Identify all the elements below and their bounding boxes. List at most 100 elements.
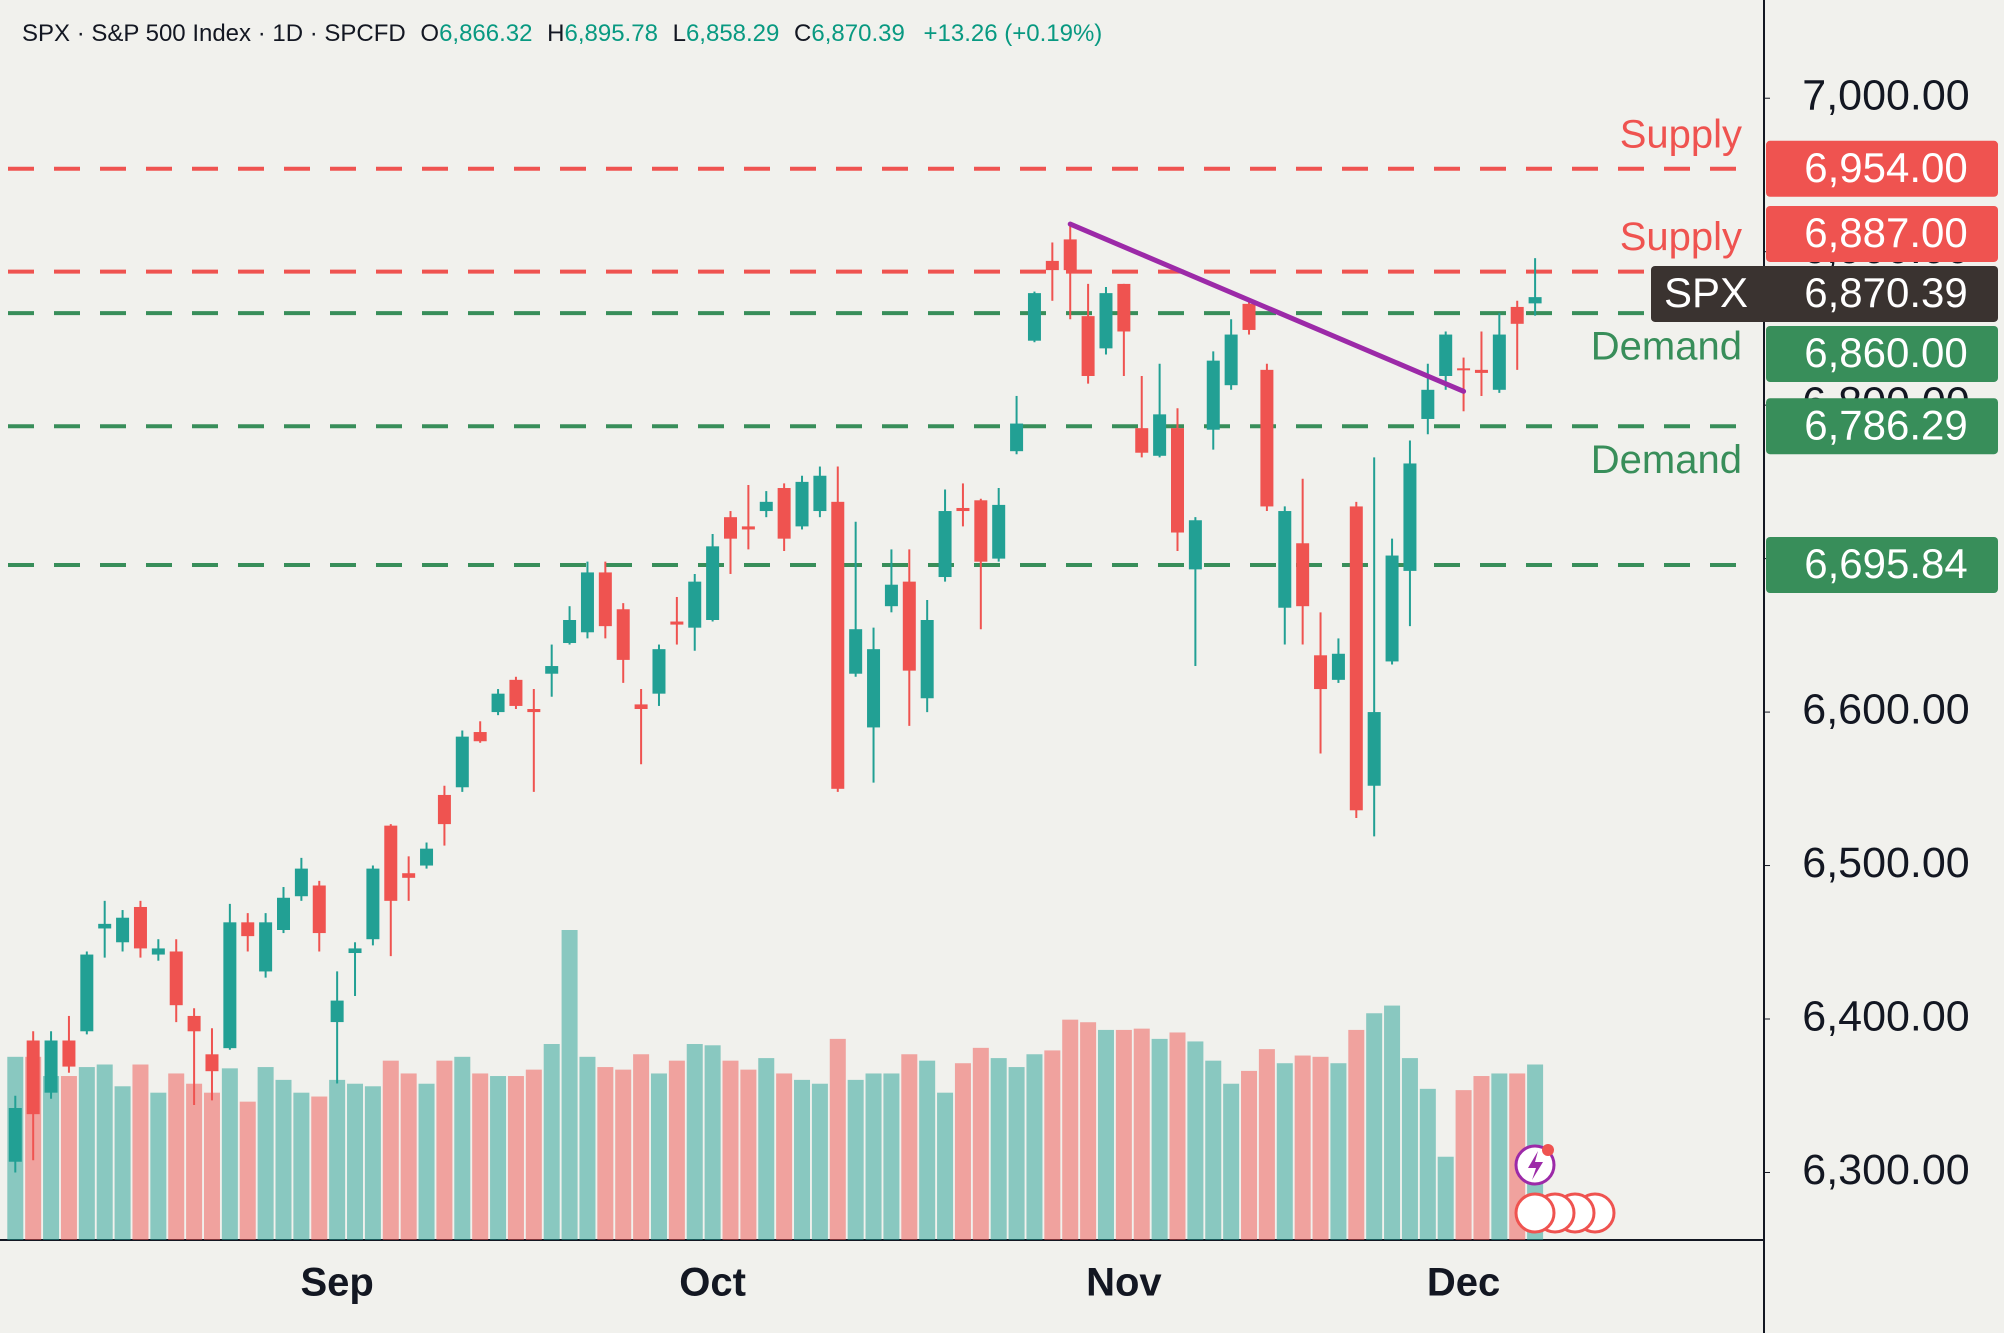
volume-bar — [776, 1073, 793, 1240]
trendline — [1067, 221, 1467, 394]
candle-body — [277, 897, 290, 930]
value: 6,870.39 — [811, 20, 904, 47]
event-dot — [1542, 1144, 1554, 1156]
price-tag: 6,887.00 — [1766, 205, 1998, 262]
event-flag[interactable] — [1514, 1192, 1556, 1234]
candle-body — [80, 954, 94, 1032]
candle-body — [920, 620, 934, 699]
volume-bar — [490, 1076, 507, 1240]
volume-bar — [704, 1045, 721, 1240]
candle-body — [849, 629, 863, 674]
volume-bar — [686, 1044, 703, 1240]
volume-bar — [1241, 1070, 1258, 1240]
candle-body — [1260, 369, 1274, 507]
candle-body — [634, 704, 648, 710]
y-tick-label: 7,000.00 — [1802, 72, 1969, 120]
volume-bar — [1330, 1063, 1347, 1240]
candle-body — [1439, 334, 1453, 376]
candle-body — [330, 1000, 344, 1023]
volume-bar — [543, 1044, 560, 1240]
candle-body — [902, 581, 916, 671]
level-text: Supply — [1620, 215, 1742, 259]
volume-bar — [1419, 1088, 1436, 1240]
volume-bar — [1151, 1038, 1168, 1240]
candle-body — [938, 511, 952, 578]
candle-body — [455, 736, 469, 788]
candle-body — [1010, 423, 1024, 452]
candle-body — [26, 1040, 40, 1115]
tag-box — [1766, 140, 1998, 197]
volume-bar — [1491, 1073, 1508, 1240]
candle-body — [1403, 463, 1417, 571]
volume-bar — [829, 1038, 846, 1240]
volume-bar — [865, 1073, 882, 1240]
volume-bar — [382, 1060, 399, 1240]
volume-bar — [650, 1073, 667, 1240]
candle-body — [974, 500, 988, 562]
volume-bar — [454, 1056, 471, 1240]
volume-bar — [1097, 1029, 1114, 1240]
tag-box — [1651, 265, 1998, 322]
volume-bar — [418, 1083, 435, 1240]
price-tag: 6,786.29 — [1766, 398, 1998, 455]
level-text: Supply — [1620, 112, 1742, 156]
candle-body — [759, 501, 773, 512]
volume-bar — [203, 1092, 220, 1240]
candle-body — [1099, 293, 1113, 349]
candle-body — [795, 481, 809, 527]
volume-bar — [1026, 1054, 1043, 1240]
volume-bar — [132, 1064, 149, 1240]
volume-bar — [1008, 1067, 1025, 1240]
price-tag: 6,860.00 — [1766, 325, 1998, 382]
candle-body — [1385, 555, 1399, 662]
candle-body — [706, 546, 720, 620]
volume-bar — [436, 1060, 453, 1240]
volume-bar — [1258, 1049, 1275, 1240]
volume-bar — [919, 1060, 936, 1240]
candle-body — [1331, 653, 1345, 680]
volume-bar — [758, 1058, 775, 1240]
tag-label: 6,870.39 — [1804, 269, 1968, 316]
tag-label: 6,695.84 — [1804, 540, 1968, 587]
x-tick-label: Oct — [679, 1261, 746, 1305]
candle-body — [384, 825, 398, 901]
volume-bar — [239, 1101, 256, 1240]
volume-bar — [722, 1060, 739, 1240]
y-tick-label: 6,600.00 — [1802, 685, 1969, 733]
level-text: Demand — [1591, 325, 1742, 369]
candle-body — [1278, 511, 1292, 608]
volume-bar — [186, 1083, 203, 1240]
volume-bar — [972, 1047, 989, 1240]
tag-label: 6,860.00 — [1804, 329, 1968, 376]
candle-body — [867, 649, 881, 728]
candle-body — [1457, 368, 1471, 371]
candle-body — [563, 620, 577, 644]
volume-bar — [847, 1079, 864, 1240]
plot-area: Supply Supply Demand Demand — [7, 112, 1755, 1240]
volume-bar — [579, 1056, 596, 1240]
volume-bar — [954, 1063, 971, 1240]
candle-body — [831, 501, 845, 789]
volume-bar — [668, 1060, 685, 1240]
candle-body — [205, 1054, 219, 1072]
candle-body — [491, 693, 505, 713]
volume-bar — [1187, 1041, 1204, 1240]
candle-body — [437, 794, 451, 825]
candle-body — [402, 873, 416, 878]
volume-bar — [615, 1069, 632, 1240]
candle-body — [241, 922, 255, 937]
label: O — [420, 20, 439, 47]
candle-body — [1296, 543, 1310, 607]
volume-bar — [1401, 1058, 1418, 1240]
volume-bar — [400, 1073, 417, 1240]
candle-body — [1188, 520, 1202, 570]
x-tick-label: Dec — [1427, 1261, 1500, 1305]
price-tag: 6,695.84 — [1766, 536, 1998, 593]
candle-body — [1206, 360, 1220, 430]
candle-body — [62, 1040, 76, 1067]
volume-bar — [60, 1076, 77, 1240]
volume-bar — [1062, 1019, 1079, 1240]
candle-body — [133, 906, 147, 949]
volume-bar — [257, 1067, 274, 1240]
